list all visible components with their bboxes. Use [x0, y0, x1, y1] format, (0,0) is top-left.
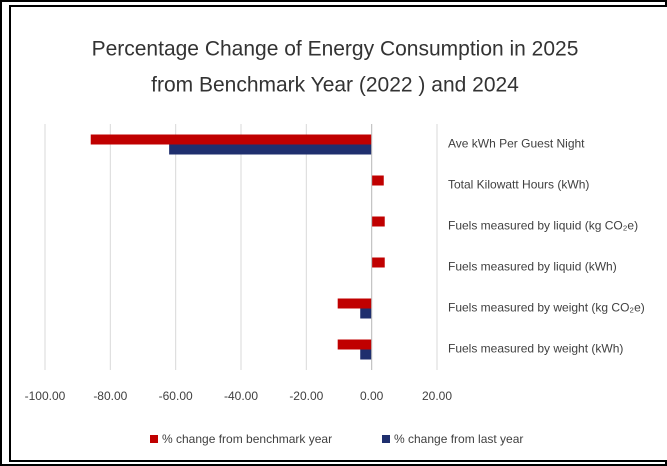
- bar: [169, 144, 372, 155]
- bar: [337, 339, 372, 350]
- chart-title: Percentage Change of Energy Consumption …: [92, 38, 579, 61]
- legend-label: % change from last year: [394, 432, 523, 446]
- category-label: Fuels measured by liquid (kWh): [448, 260, 617, 274]
- x-tick-label: -100.00: [25, 389, 66, 403]
- category-label: Fuels measured by weight (kWh): [448, 342, 623, 356]
- bar: [90, 134, 372, 145]
- category-label: Fuels measured by weight (kg CO₂e): [448, 301, 645, 315]
- legend-swatch: [150, 435, 158, 443]
- bar: [371, 216, 385, 227]
- x-tick-label: 20.00: [422, 389, 452, 403]
- x-tick-label: -80.00: [93, 389, 127, 403]
- bar: [337, 298, 372, 309]
- bar: [371, 175, 384, 186]
- bar: [360, 308, 372, 319]
- category-label: Fuels measured by liquid (kg CO₂e): [448, 219, 638, 233]
- bar: [360, 349, 372, 360]
- legend-swatch: [382, 435, 390, 443]
- chart-frame: [9, 5, 667, 462]
- legend-label: % change from benchmark year: [162, 432, 332, 446]
- x-tick-label: -20.00: [289, 389, 323, 403]
- category-label: Ave kWh Per Guest Night: [448, 137, 585, 151]
- bar: [371, 257, 385, 268]
- category-label: Total Kilowatt Hours (kWh): [448, 178, 589, 192]
- chart-title: from Benchmark Year (2022 ) and 2024: [151, 74, 519, 97]
- x-tick-label: -40.00: [224, 389, 258, 403]
- x-tick-label: -60.00: [159, 389, 193, 403]
- x-tick-label: 0.00: [360, 389, 384, 403]
